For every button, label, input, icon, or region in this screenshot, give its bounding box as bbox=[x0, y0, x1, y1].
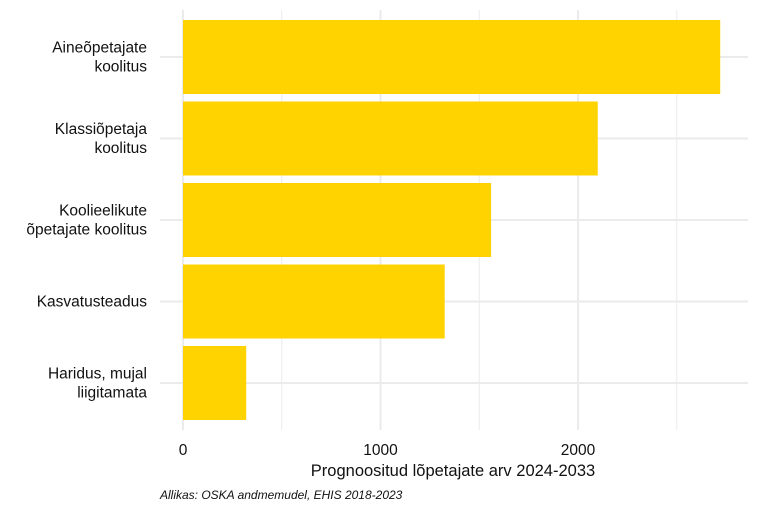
bar bbox=[183, 346, 247, 420]
x-axis-title: Prognoositud lõpetajate arv 2024-2033 bbox=[311, 462, 595, 480]
x-tick-label: 2000 bbox=[561, 442, 596, 459]
x-tick-labels: 0 1000 2000 bbox=[179, 442, 596, 459]
category-labels: Aineõpetajate koolitus Klassiõpetaja koolit… bbox=[26, 40, 147, 402]
bar bbox=[183, 20, 721, 94]
category-label: Aineõpetajate koolitus bbox=[52, 40, 147, 76]
category-label: Koolieelikute õpetajate koolitus bbox=[26, 203, 147, 239]
bar bbox=[183, 101, 598, 176]
source-note: Allikas: OSKA andmemudel, EHIS 2018-2023 bbox=[160, 488, 403, 502]
x-tick-label: 0 bbox=[179, 442, 188, 459]
category-label: Kasvatusteadus bbox=[37, 294, 148, 311]
bar bbox=[183, 264, 445, 339]
bars bbox=[183, 20, 721, 420]
bar bbox=[183, 183, 492, 257]
category-label: Haridus, mujal liigitamata bbox=[48, 366, 147, 402]
category-label: Klassiõpetaja koolitus bbox=[55, 121, 148, 157]
x-tick-label: 1000 bbox=[363, 442, 398, 459]
